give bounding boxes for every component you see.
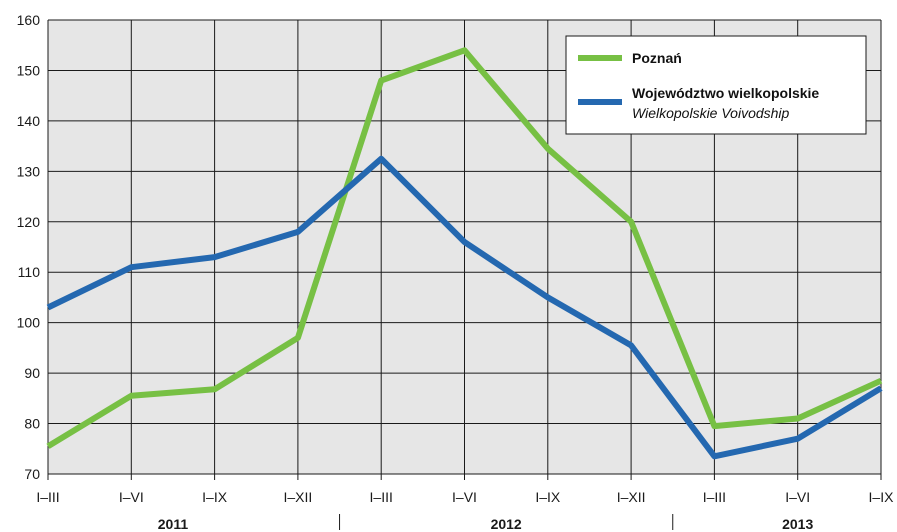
y-tick-label: 100 bbox=[17, 315, 41, 331]
legend-label-wielkopolskie: Województwo wielkopolskie bbox=[632, 85, 819, 101]
legend: Poznań Województwo wielkopolskie Wielkop… bbox=[565, 35, 867, 135]
y-tick-label: 130 bbox=[17, 163, 41, 179]
y-tick-label: 120 bbox=[17, 214, 41, 230]
x-tick-label: I–III bbox=[703, 489, 726, 505]
x-tick-label: I–IX bbox=[535, 489, 561, 505]
x-tick-label: I–XII bbox=[617, 489, 646, 505]
series-line-1 bbox=[46, 155, 883, 460]
series-lines bbox=[46, 47, 883, 460]
legend-label-poznan: Poznań bbox=[632, 50, 682, 66]
x-tick-label: I–IX bbox=[202, 489, 228, 505]
y-tick-label: 160 bbox=[17, 12, 41, 28]
y-tick-label: 110 bbox=[18, 264, 41, 280]
x-axis-tick-labels: I–III I–VI I–IX I–XII I–III I–VI I–IX I–XII I–II… bbox=[36, 489, 894, 505]
x-tick-label: I–III bbox=[36, 489, 59, 505]
y-tick-label: 140 bbox=[17, 113, 41, 129]
year-label: 2012 bbox=[491, 516, 522, 532]
x-tick-label: I–VI bbox=[119, 489, 144, 505]
y-tick-label: 150 bbox=[17, 62, 41, 78]
y-axis-tick-labels: 70 80 90 100 110 120 130 140 150 160 bbox=[17, 12, 41, 482]
series-line-0 bbox=[46, 47, 883, 449]
year-labels: 2011 2012 2013 bbox=[158, 514, 813, 532]
x-tick-label: I–IX bbox=[869, 489, 895, 505]
legend-label-wielkopolskie-english: Wielkopolskie Voivodship bbox=[632, 105, 790, 121]
gridlines bbox=[47, 19, 882, 480]
x-tick-label: I–VI bbox=[785, 489, 810, 505]
year-label: 2013 bbox=[782, 516, 813, 532]
x-tick-label: I–VI bbox=[452, 489, 477, 505]
y-tick-label: 80 bbox=[24, 416, 40, 432]
x-tick-label: I–III bbox=[370, 489, 393, 505]
year-label: 2011 bbox=[158, 516, 189, 532]
legend-box bbox=[565, 35, 867, 135]
x-tick-label: I–XII bbox=[284, 489, 313, 505]
y-tick-label: 70 bbox=[24, 466, 40, 482]
y-tick-label: 90 bbox=[24, 365, 40, 381]
